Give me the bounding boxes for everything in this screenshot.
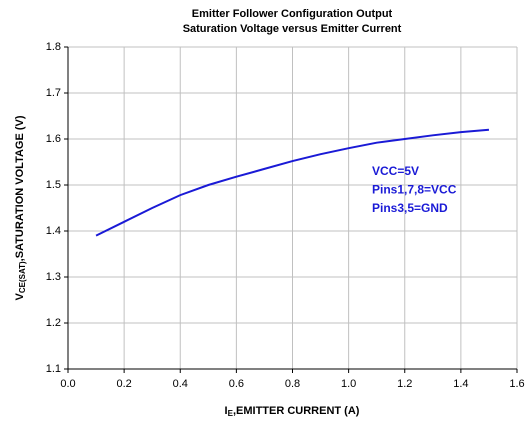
x-axis-label-sub: E (228, 409, 234, 418)
chart-title: Saturation Voltage versus Emitter Curren… (183, 23, 402, 35)
chart-title: Emitter Follower Configuration Output (192, 8, 393, 20)
x-tick-label: 0.8 (285, 378, 300, 390)
y-tick-label: 1.8 (46, 41, 61, 53)
annotation: Pins3,5=GND (372, 201, 448, 215)
y-axis-label-main: V (14, 293, 26, 301)
x-tick-label: 1.4 (453, 378, 468, 390)
x-tick-label: 0.0 (60, 378, 75, 390)
x-axis-label-rest: ,EMITTER CURRENT (A) (233, 405, 360, 417)
x-tick-label: 1.0 (341, 378, 356, 390)
y-tick-label: 1.1 (46, 363, 61, 375)
y-axis-label-sub: CE(SAT) (18, 261, 27, 293)
y-tick-label: 1.3 (46, 271, 61, 283)
x-tick-label: 0.6 (229, 378, 244, 390)
y-axis-label-rest: ,SATURATION VOLTAGE (V) (14, 115, 26, 261)
x-tick-label: 0.2 (116, 378, 131, 390)
annotation: Pins1,7,8=VCC (372, 183, 457, 197)
y-tick-label: 1.7 (46, 87, 61, 99)
y-tick-label: 1.5 (46, 179, 61, 191)
y-tick-label: 1.4 (46, 225, 61, 237)
x-tick-label: 0.4 (173, 378, 188, 390)
y-tick-label: 1.6 (46, 133, 61, 145)
x-tick-label: 1.6 (509, 378, 524, 390)
annotation: VCC=5V (372, 164, 419, 178)
x-axis-label-main: I (225, 405, 228, 417)
x-tick-label: 1.2 (397, 378, 412, 390)
y-tick-label: 1.2 (46, 317, 61, 329)
y-axis-label: VCE(SAT),SATURATION VOLTAGE (V) (14, 115, 27, 300)
data-line (95, 128, 490, 237)
x-axis-label: IE,EMITTER CURRENT (A) (225, 405, 360, 418)
